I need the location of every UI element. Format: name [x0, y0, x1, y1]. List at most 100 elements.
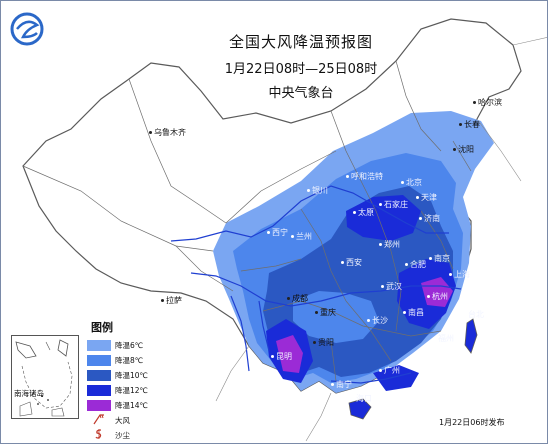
place-label: 沈阳 [458, 145, 474, 154]
place-label: 昆明 [276, 352, 292, 361]
title-block: 全国大风降温预报图 1月22日08时—25日08时 中央气象台 [171, 31, 431, 101]
place-shanghai: 上海 [449, 271, 470, 279]
city-dot [381, 285, 384, 288]
place-jinan: 济南 [419, 215, 440, 223]
city-dot [367, 319, 370, 322]
inset-map [15, 339, 73, 417]
province-borders [22, 60, 472, 382]
legend-item: 降温12℃ [87, 383, 155, 398]
city-dot [267, 231, 270, 234]
legend-swatch [87, 385, 111, 396]
place-shenyang: 沈阳 [453, 146, 474, 154]
place-label: 北京 [406, 178, 422, 187]
place-hangzhou: 杭州 [427, 293, 448, 301]
place-hohhot: 呼和浩特 [346, 173, 383, 181]
place-haikou: 海口 [351, 395, 372, 403]
legend-label: 降温6℃ [115, 341, 144, 350]
map-legend: 图例 降温6℃ 降温8℃ 降温10℃ 降温12℃ 降温14℃ [87, 319, 155, 443]
place-label: 天津 [421, 193, 437, 202]
legend-swatch [87, 400, 111, 411]
place-changsha: 长沙 [367, 317, 388, 325]
place-guangzhou: 广州 [379, 367, 400, 375]
place-shijiazhuang: 石家庄 [379, 201, 408, 209]
place-fuzhou: 福州 [433, 335, 454, 343]
map-title: 全国大风降温预报图 [228, 33, 373, 51]
city-dot [433, 337, 436, 340]
taiwan-island [464, 318, 478, 354]
place-tianjin: 天津 [416, 194, 437, 202]
legend-label: 降温14℃ [115, 401, 148, 410]
place-label: 南京 [434, 254, 450, 263]
city-dot [405, 263, 408, 266]
city-dot [315, 311, 318, 314]
place-label: 长春 [464, 120, 480, 129]
city-dot [453, 148, 456, 151]
place-label: 郑州 [384, 240, 400, 249]
cooling-zone-14a [421, 277, 453, 307]
place-nanning: 南宁 [331, 381, 352, 389]
city-dot [291, 235, 294, 238]
city-dot [403, 311, 406, 314]
legend-item: 降温10℃ [87, 368, 155, 383]
city-dot [419, 217, 422, 220]
cooling-zone-14b [276, 335, 303, 373]
place-changchun: 长春 [459, 121, 480, 129]
legend-item: 降温6℃ [87, 338, 155, 353]
place-label: 重庆 [320, 308, 336, 317]
legend-item-dust: 沙尘 [87, 428, 155, 443]
city-dot [307, 189, 310, 192]
legend-swatch [87, 355, 111, 366]
place-xian: 西安 [341, 259, 362, 267]
place-label: 西安 [346, 258, 362, 267]
cma-logo [10, 12, 44, 46]
cooling-zone-12a [346, 195, 421, 241]
place-wuhan: 武汉 [381, 283, 402, 291]
wind-icon [87, 413, 111, 428]
place-label: 石家庄 [384, 200, 408, 209]
place-label: 乌鲁木齐 [154, 128, 186, 137]
forecast-period: 1月22日08时—25日08时 [224, 62, 378, 77]
legend-label: 大风 [115, 416, 130, 425]
place-label: 杭州 [432, 292, 448, 301]
legend-label: 沙尘 [115, 431, 130, 440]
legend-swatch [87, 340, 111, 351]
place-label: 上海 [454, 270, 470, 279]
city-dot [313, 341, 316, 344]
city-dot [351, 397, 354, 400]
inset-label: 南海诸岛 [14, 389, 44, 398]
place-label: 长沙 [372, 316, 388, 325]
issuing-agency: 中央气象台 [268, 86, 334, 101]
city-dot [459, 123, 462, 126]
city-dot [379, 369, 382, 372]
legend-label: 降温10℃ [115, 371, 148, 380]
city-dot [341, 261, 344, 264]
city-dot [449, 273, 452, 276]
place-label: 贵阳 [318, 338, 334, 347]
city-dot [416, 196, 419, 199]
place-label: 武汉 [386, 282, 402, 291]
place-label: 福州 [438, 334, 454, 343]
place-chengdu: 成都 [287, 295, 308, 303]
place-harbin: 哈尔滨 [473, 99, 502, 107]
place-taiyuan: 太原 [353, 209, 374, 217]
dust-icon [87, 428, 111, 443]
south-china-sea-inset: 南海诸岛 [11, 335, 79, 419]
place-xining: 西宁 [267, 229, 288, 237]
place-nanjing: 南京 [429, 255, 450, 263]
city-dot [473, 101, 476, 104]
city-dot [401, 181, 404, 184]
place-beijing: 北京 [401, 179, 422, 187]
place-label: 南宁 [336, 380, 352, 389]
place-guiyang: 贵阳 [313, 339, 334, 347]
place-lanzhou: 兰州 [291, 233, 312, 241]
city-dot [379, 243, 382, 246]
place-label: 合肥 [410, 260, 426, 269]
city-dot [149, 131, 152, 134]
place-yinchuan: 银川 [307, 187, 328, 195]
legend-swatch [87, 370, 111, 381]
issue-time: 1月22日06时发布 [439, 418, 505, 427]
place-label: 西宁 [272, 228, 288, 237]
place-label: 兰州 [296, 232, 312, 241]
place-nanchang: 南昌 [403, 309, 424, 317]
